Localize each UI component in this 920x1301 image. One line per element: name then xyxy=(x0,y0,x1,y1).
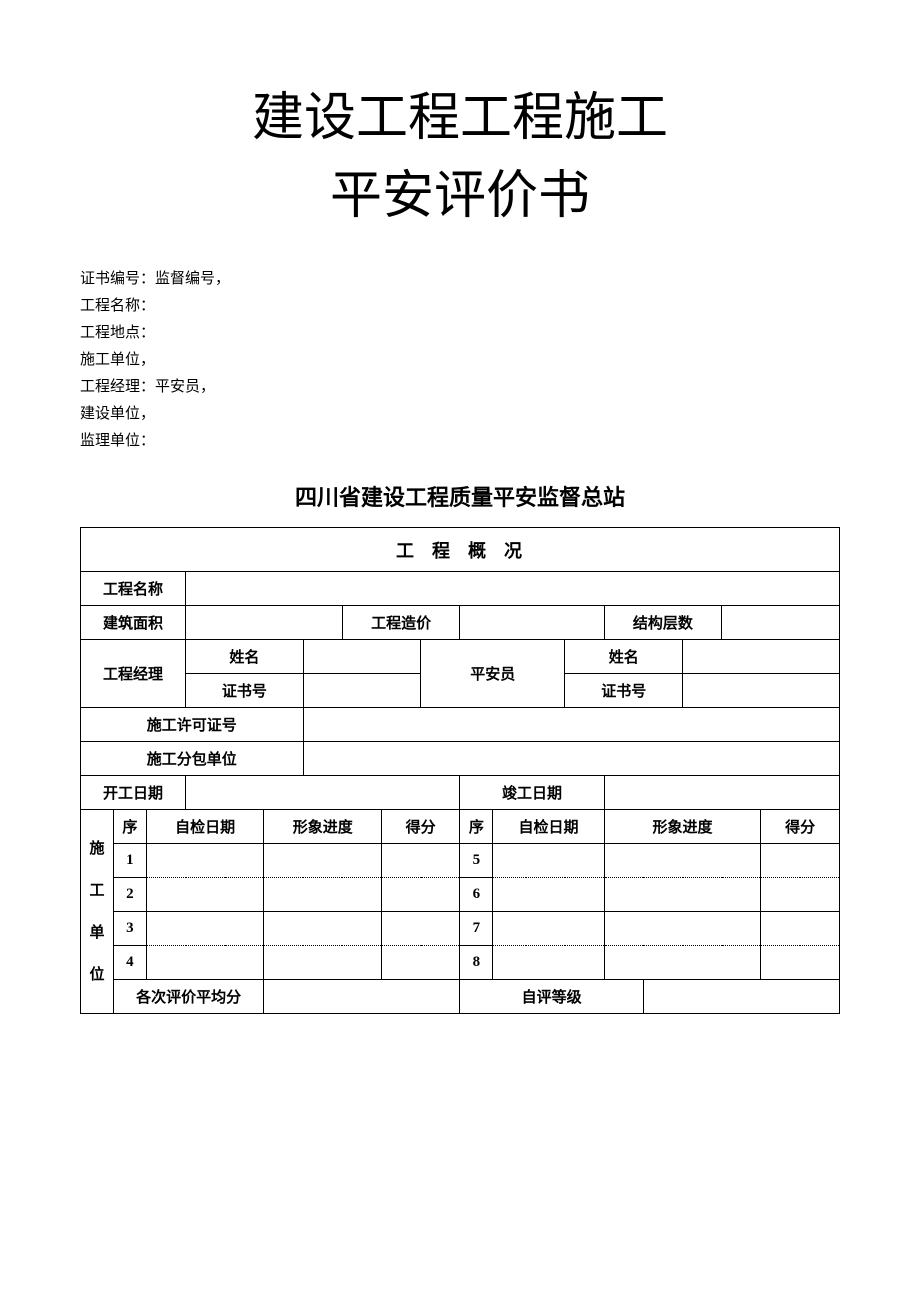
cell xyxy=(604,946,761,980)
seq-4: 4 xyxy=(113,946,146,980)
document-title: 建设工程工程施工 平安评价书 xyxy=(80,80,840,236)
table-row: 工程经理 姓名 平安员 姓名 xyxy=(81,640,840,674)
build-unit-line: 建设单位， xyxy=(80,401,840,428)
so-cert-label: 证书号 xyxy=(565,674,683,708)
cell xyxy=(604,878,761,912)
seq-1: 1 xyxy=(113,844,146,878)
building-area-label: 建筑面积 xyxy=(81,606,186,640)
overview-header: 工程概况 xyxy=(81,528,840,572)
cell xyxy=(493,946,604,980)
subcontract-value xyxy=(303,742,839,776)
self-rating-label: 自评等级 xyxy=(460,980,643,1014)
project-name-label: 工程名称 xyxy=(81,572,186,606)
table-row: 建筑面积 工程造价 结构层数 xyxy=(81,606,840,640)
cell xyxy=(264,946,382,980)
cell xyxy=(604,912,761,946)
overview-table: 工程概况 工程名称 建筑面积 工程造价 结构层数 工程经理 姓名 平安员 姓名 … xyxy=(80,527,840,1014)
start-date-value xyxy=(186,776,460,810)
self-check-date-label-left: 自检日期 xyxy=(146,810,264,844)
seq-8: 8 xyxy=(460,946,493,980)
score-label-left: 得分 xyxy=(382,810,460,844)
table-row: 2 6 xyxy=(81,878,840,912)
permit-no-value xyxy=(303,708,839,742)
building-area-value xyxy=(186,606,343,640)
cell xyxy=(761,878,840,912)
project-manager-label: 工程经理 xyxy=(81,640,186,708)
self-check-date-label-right: 自检日期 xyxy=(493,810,604,844)
avg-score-value xyxy=(264,980,460,1014)
table-row: 1 5 xyxy=(81,844,840,878)
seq-6: 6 xyxy=(460,878,493,912)
vertical-label: 施 工 单 位 xyxy=(81,810,114,1014)
avg-score-label: 各次评价平均分 xyxy=(113,980,264,1014)
end-date-label: 竣工日期 xyxy=(460,776,604,810)
pm-name-value xyxy=(303,640,421,674)
cell xyxy=(382,878,460,912)
table-row: 工程名称 xyxy=(81,572,840,606)
subcontract-label: 施工分包单位 xyxy=(81,742,304,776)
seq-3: 3 xyxy=(113,912,146,946)
permit-no-label: 施工许可证号 xyxy=(81,708,304,742)
project-cost-label: 工程造价 xyxy=(342,606,460,640)
seq-2: 2 xyxy=(113,878,146,912)
pm-cert-value xyxy=(303,674,421,708)
safety-officer-label: 平安员 xyxy=(421,640,565,708)
cell xyxy=(146,946,264,980)
so-cert-value xyxy=(683,674,840,708)
cell xyxy=(493,844,604,878)
supervision-unit-line: 监理单位： xyxy=(80,428,840,455)
title-line-2: 平安评价书 xyxy=(330,168,590,225)
project-location-line: 工程地点： xyxy=(80,320,840,347)
cell xyxy=(493,912,604,946)
project-name-value xyxy=(186,572,840,606)
cell xyxy=(761,946,840,980)
table-row: 开工日期 竣工日期 xyxy=(81,776,840,810)
so-name-label: 姓名 xyxy=(565,640,683,674)
pm-cert-label: 证书号 xyxy=(186,674,304,708)
table-row: 施 工 单 位 序 自检日期 形象进度 得分 序 自检日期 形象进度 得分 xyxy=(81,810,840,844)
cert-no-line: 证书编号：监督编号， xyxy=(80,266,840,293)
cell xyxy=(146,912,264,946)
self-rating-value xyxy=(643,980,839,1014)
cell xyxy=(604,844,761,878)
start-date-label: 开工日期 xyxy=(81,776,186,810)
seq-label-right: 序 xyxy=(460,810,493,844)
table-header-row: 工程概况 xyxy=(81,528,840,572)
cell xyxy=(382,912,460,946)
table-row: 3 7 xyxy=(81,912,840,946)
progress-label-right: 形象进度 xyxy=(604,810,761,844)
cell xyxy=(493,878,604,912)
subtitle: 四川省建设工程质量平安监督总站 xyxy=(80,480,840,512)
progress-label-left: 形象进度 xyxy=(264,810,382,844)
project-manager-line: 工程经理：平安员， xyxy=(80,374,840,401)
table-row: 施工分包单位 xyxy=(81,742,840,776)
cell xyxy=(264,912,382,946)
score-label-right: 得分 xyxy=(761,810,840,844)
project-name-line: 工程名称： xyxy=(80,293,840,320)
table-row: 4 8 xyxy=(81,946,840,980)
construction-unit-line: 施工单位， xyxy=(80,347,840,374)
structure-floors-label: 结构层数 xyxy=(604,606,722,640)
info-block: 证书编号：监督编号， 工程名称： 工程地点： 施工单位， 工程经理：平安员， 建… xyxy=(80,266,840,455)
table-row: 施工许可证号 xyxy=(81,708,840,742)
title-line-1: 建设工程工程施工 xyxy=(252,90,668,147)
cell xyxy=(146,878,264,912)
cell xyxy=(146,844,264,878)
project-cost-value xyxy=(460,606,604,640)
pm-name-label: 姓名 xyxy=(186,640,304,674)
table-row: 各次评价平均分 自评等级 xyxy=(81,980,840,1014)
cell xyxy=(382,946,460,980)
end-date-value xyxy=(604,776,839,810)
seq-label-left: 序 xyxy=(113,810,146,844)
so-name-value xyxy=(683,640,840,674)
seq-7: 7 xyxy=(460,912,493,946)
cell xyxy=(264,844,382,878)
cell xyxy=(761,844,840,878)
cell xyxy=(264,878,382,912)
structure-floors-value xyxy=(722,606,840,640)
cell xyxy=(761,912,840,946)
seq-5: 5 xyxy=(460,844,493,878)
cell xyxy=(382,844,460,878)
